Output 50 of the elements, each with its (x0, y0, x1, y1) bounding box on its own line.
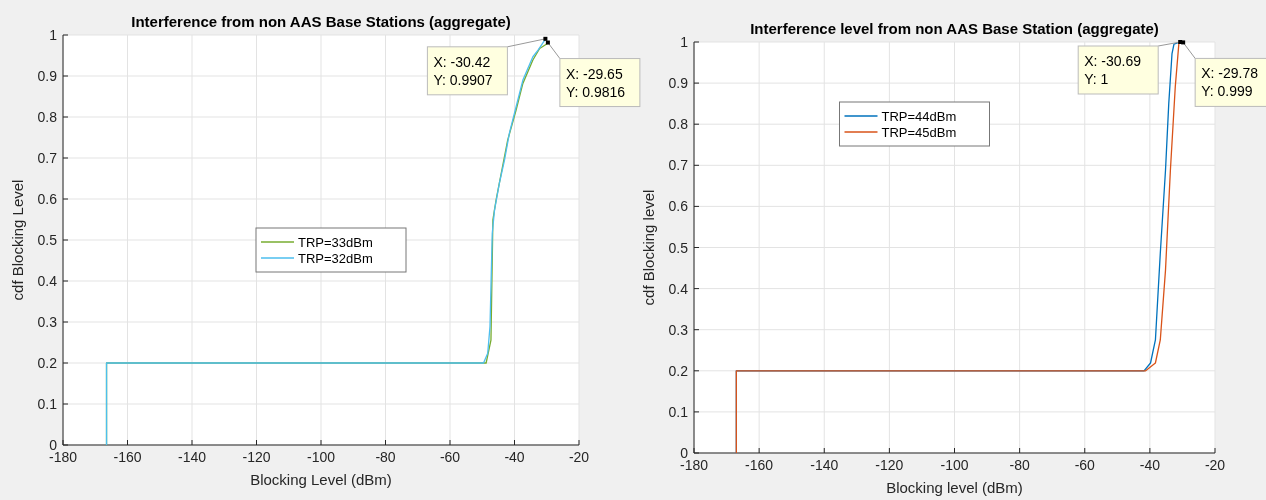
x-axis-title: Blocking level (dBm) (886, 479, 1023, 496)
chart-title: Interference from non AAS Base Stations (aggregate) (131, 13, 511, 30)
y-axis-title: cdf Blocking Level (9, 179, 26, 301)
x-tick-label: -20 (568, 449, 590, 465)
y-tick-label: 0.4 (37, 273, 58, 289)
x-tick-label: -120 (875, 457, 904, 473)
x-tick-label: -100 (940, 457, 969, 473)
legend-label: TRP=44dBm (881, 109, 957, 124)
y-tick-label: 0.5 (37, 232, 58, 248)
y-tick-label: 0.7 (37, 150, 58, 166)
y-tick-label: 0.9 (668, 75, 689, 92)
x-tick-label: -40 (1139, 457, 1161, 473)
x-tick-label: -140 (177, 449, 207, 465)
x-tick-label: -120 (242, 449, 271, 465)
y-tick-label: 0.2 (37, 355, 58, 371)
x-tick-label: -60 (1074, 457, 1096, 473)
y-axis-title: cdf Blocking level (640, 189, 657, 306)
x-tick-label: -40 (504, 449, 525, 465)
y-tick-label: 0.2 (668, 362, 689, 379)
legend-label: TRP=45dBm (881, 125, 957, 140)
legend-label: TRP=33dBm (298, 235, 373, 250)
y-tick-label: 0.1 (668, 403, 689, 420)
y-tick-label: 0.8 (668, 116, 689, 133)
x-tick-label: -80 (1009, 457, 1030, 473)
y-tick-label: 0.6 (37, 191, 58, 207)
legend-label: TRP=32dBm (298, 251, 373, 266)
y-tick-label: 0.8 (37, 109, 58, 125)
y-tick-label: 0.5 (668, 239, 689, 256)
x-tick-label: -160 (745, 457, 774, 473)
x-axis-title: Blocking Level (dBm) (250, 471, 392, 488)
x-tick-label: -20 (1204, 457, 1226, 473)
y-tick-label: 0.6 (668, 198, 689, 215)
x-tick-label: -140 (810, 457, 839, 473)
y-tick-label: 0.3 (668, 321, 689, 338)
annotation: X: -29.65 Y: 0.9816 (565, 65, 626, 100)
y-tick-label: 0.9 (37, 68, 58, 84)
x-tick-label: -160 (113, 449, 142, 465)
annotation: X: -30.42 Y: 0.9907 (433, 53, 493, 88)
x-tick-label: -100 (306, 449, 336, 465)
y-tick-label: 0.7 (668, 157, 689, 174)
y-tick-label: 1 (49, 27, 58, 43)
annotation: X: -30.69 Y: 1 (1084, 53, 1142, 87)
x-tick-label: -80 (375, 449, 396, 465)
annotation: X: -29.78 Y: 0.999 (1201, 65, 1259, 100)
y-tick-label: 1 (680, 34, 689, 50)
y-tick-label: 0.4 (668, 280, 689, 297)
x-tick-label: -60 (439, 449, 461, 465)
y-tick-label: 0.1 (37, 396, 58, 412)
y-tick-label: 0.3 (37, 314, 58, 330)
chart-title: Interference level from non AAS Base Station (aggregate) (750, 20, 1159, 37)
